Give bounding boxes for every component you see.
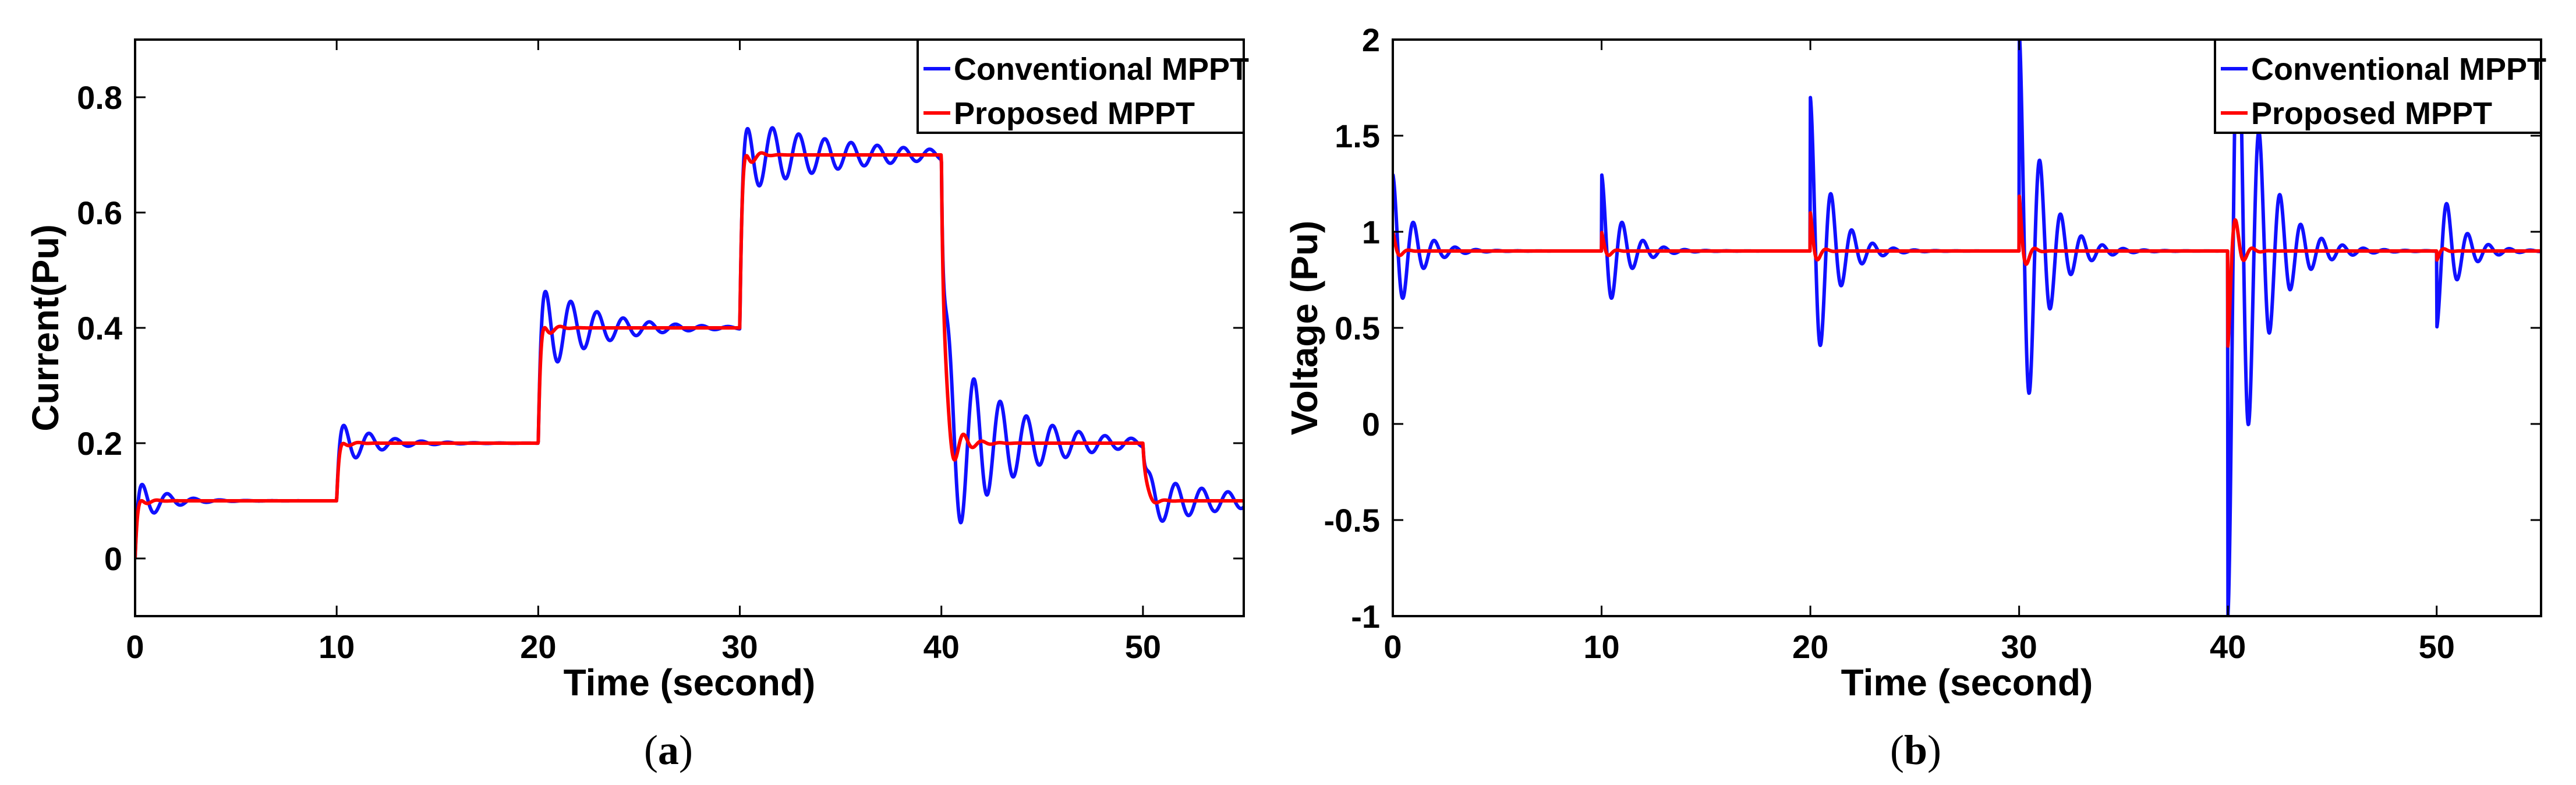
y-tick-label: -1	[1351, 598, 1380, 635]
y-tick-label: 0.8	[77, 79, 122, 116]
y-axis-label: Current(Pu)	[24, 224, 66, 432]
x-axis-label: Time (second)	[1841, 662, 2093, 703]
legend-entry: Conventional MPPT	[2251, 52, 2546, 87]
legend-box	[917, 38, 1245, 134]
series-lines	[1393, 40, 2541, 616]
legend-entry: Conventional MPPT	[954, 52, 1249, 87]
x-tick-label: 50	[2419, 628, 2455, 665]
y-tick-label: 2	[1362, 22, 1380, 58]
panel-caption: (b)	[1890, 727, 1941, 773]
caption-close-paren: )	[1927, 727, 1941, 773]
y-tick-label: -0.5	[1324, 502, 1381, 539]
panel-b-voltage: 0 10 20 30 40 50 -1 -0.5 0 0.5 1 1.5 2 Time (second) V…	[1283, 22, 2546, 773]
x-tick-label: 0	[126, 628, 144, 665]
legend-entry: Proposed MPPT	[2251, 96, 2492, 131]
plot-area	[1393, 40, 2541, 616]
y-tick-label: 0	[1362, 406, 1380, 443]
legend: Conventional MPPT Proposed MPPT	[917, 38, 1249, 134]
caption-letter: b	[1904, 727, 1927, 773]
y-axis-label: Voltage (Pu)	[1283, 221, 1325, 436]
x-tick-label: 50	[1125, 628, 1161, 665]
panel-a-current: 0 10 20 30 40 50 0 0.2 0.4 0.6 0.8 Time (second) Cur…	[24, 38, 1249, 773]
panel-caption: (a)	[644, 727, 693, 773]
legend-entry: Proposed MPPT	[954, 96, 1195, 131]
series-line-proposed-mppt	[135, 151, 1244, 559]
caption-letter: a	[658, 727, 679, 773]
y-tick-label: 0.4	[77, 310, 122, 346]
x-axis-label: Time (second)	[564, 662, 816, 703]
legend-box	[2214, 38, 2542, 134]
x-tick-label: 20	[1792, 628, 1828, 665]
x-tick-label: 30	[721, 628, 758, 665]
y-tick-label: 1.5	[1335, 118, 1380, 154]
y-tick-label: 0	[104, 540, 122, 577]
y-tick-label: 0.6	[77, 195, 122, 231]
y-tick-label: 1	[1362, 214, 1380, 250]
x-tick-label: 10	[319, 628, 355, 665]
series-line-proposed-mppt	[1393, 194, 2541, 348]
caption-open-paren: (	[644, 727, 658, 773]
y-tick-label: 0.5	[1335, 310, 1380, 346]
x-tick-label: 0	[1383, 628, 1402, 665]
caption-close-paren: )	[679, 727, 693, 773]
x-tick-label: 10	[1583, 628, 1619, 665]
x-tick-label: 20	[520, 628, 556, 665]
x-tick-label: 40	[2210, 628, 2246, 665]
caption-open-paren: (	[1890, 727, 1904, 773]
x-tick-label: 40	[923, 628, 960, 665]
series-lines	[135, 126, 1244, 559]
x-tick-label: 30	[2001, 628, 2037, 665]
legend: Conventional MPPT Proposed MPPT	[2214, 38, 2546, 134]
y-tick-label: 0.2	[77, 425, 122, 462]
